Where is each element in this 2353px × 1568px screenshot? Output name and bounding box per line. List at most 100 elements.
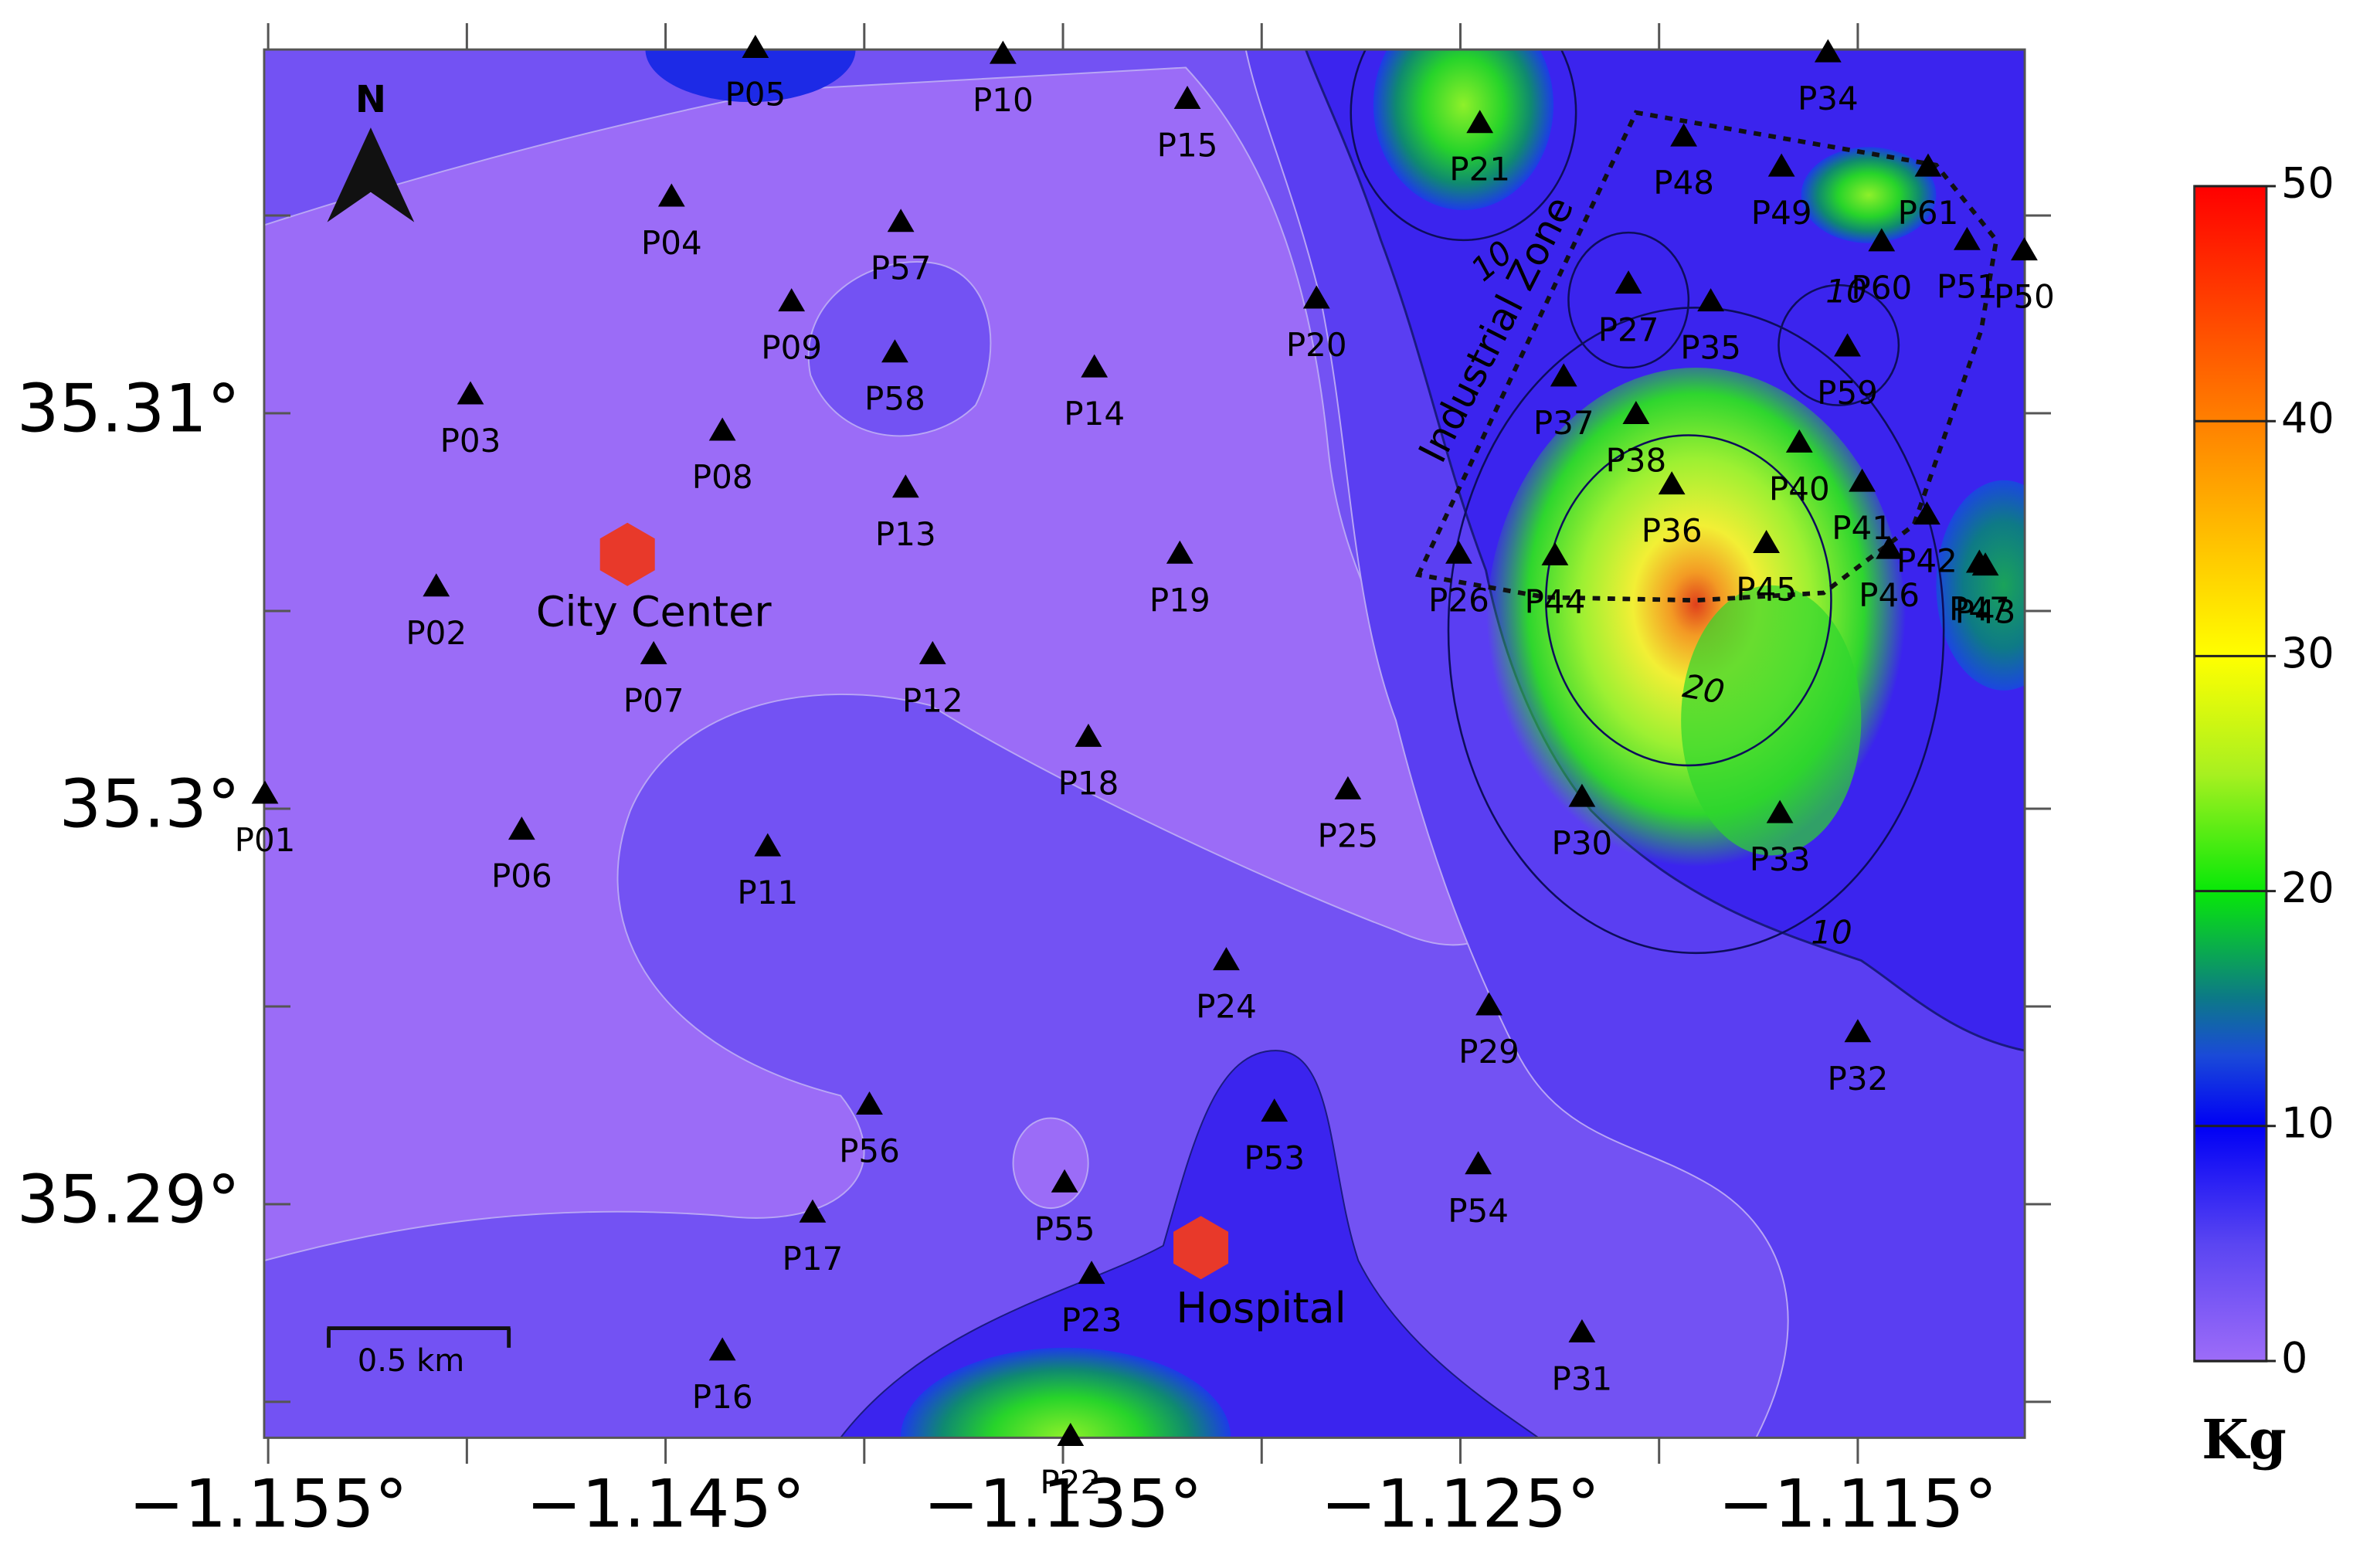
station-marker [708, 1337, 736, 1361]
station-marker [1834, 333, 1861, 357]
station-label: P46 [1859, 576, 1920, 614]
station-marker [1697, 288, 1724, 312]
station-label: P15 [1157, 127, 1218, 165]
station-label: P13 [875, 515, 936, 553]
station-label: P31 [1552, 1359, 1613, 1397]
station-label: P23 [1061, 1302, 1122, 1339]
landmark-label: Hospital [1176, 1284, 1346, 1332]
station-label: P27 [1598, 311, 1659, 349]
station-marker [1844, 1019, 1872, 1043]
colorbar-tick-label: 20 [2281, 864, 2334, 912]
station-marker [1166, 540, 1193, 564]
station-label: P51 [1937, 267, 1998, 305]
station-label: P47 [1949, 590, 2010, 628]
colorbar-tick-label: 30 [2281, 629, 2334, 677]
station-label: P30 [1552, 824, 1613, 862]
station-marker [1057, 1422, 1085, 1446]
station-label: P43 [1955, 593, 2016, 631]
north-label: N [355, 78, 386, 121]
station-label: P12 [902, 681, 963, 719]
station-label: P49 [1751, 194, 1812, 232]
station-label: P01 [235, 821, 296, 859]
station-marker [856, 1091, 883, 1115]
station-marker [1766, 799, 1794, 823]
station-label: P09 [761, 329, 822, 367]
station-label: P40 [1769, 470, 1830, 507]
station-marker [1814, 39, 1842, 63]
station-label: P24 [1196, 988, 1257, 1026]
station-label: P22 [1040, 1463, 1101, 1501]
station-marker [887, 209, 915, 232]
station-label: P16 [692, 1378, 753, 1416]
colorbar-tick-label: 10 [2281, 1098, 2334, 1147]
station-marker [1954, 226, 1981, 250]
landmark-marker [1173, 1216, 1229, 1280]
colorbar-tick-label: 50 [2281, 159, 2334, 208]
station-marker [251, 780, 279, 804]
station-label: P33 [1750, 840, 1811, 878]
station-marker [1081, 354, 1109, 378]
landmark-label: City Center [536, 587, 772, 636]
station-label: P03 [440, 422, 501, 460]
contour-background [263, 48, 2268, 1439]
station-marker [423, 573, 450, 597]
station-marker [799, 1199, 827, 1223]
station-label: P32 [1828, 1060, 1889, 1098]
contour-label: 10 [1811, 914, 1852, 952]
station-label: P26 [1428, 581, 1489, 619]
station-label: P08 [692, 458, 753, 496]
station-label: P54 [1448, 1192, 1509, 1230]
station-marker [881, 339, 908, 363]
colorbar-tick-label: 40 [2281, 394, 2334, 443]
station-marker [742, 34, 769, 58]
station-label: P35 [1680, 329, 1741, 367]
station-label: P41 [1832, 509, 1893, 547]
colorbar-label: Kg [2202, 1407, 2287, 1471]
station-label: P42 [1896, 542, 1957, 580]
station-label: P07 [623, 681, 684, 719]
station-marker [778, 288, 806, 312]
station-marker [1213, 947, 1240, 971]
station-marker [1568, 783, 1596, 807]
x-tick-label: −1.155° [129, 1465, 408, 1543]
x-tick-label: −1.135° [923, 1465, 1202, 1543]
station-label: P25 [1318, 816, 1379, 854]
station-label: P14 [1064, 395, 1125, 433]
station-label: P21 [1449, 151, 1510, 188]
station-marker [1615, 270, 1642, 294]
station-label: P50 [1994, 278, 2055, 316]
station-label: P45 [1736, 570, 1797, 608]
scale-label: 0.5 km [358, 1343, 464, 1379]
station-label: P56 [839, 1132, 900, 1169]
station-marker [1051, 1169, 1078, 1193]
station-label: P60 [1851, 269, 1912, 307]
station-marker [1913, 501, 1940, 525]
station-marker [1541, 541, 1569, 565]
station-label: P11 [737, 874, 798, 911]
station-label: P59 [1817, 374, 1878, 412]
station-marker [640, 640, 667, 664]
station-label: P05 [725, 75, 786, 113]
station-label: P57 [871, 249, 932, 287]
station-label: P34 [1798, 80, 1859, 117]
station-marker [1475, 992, 1502, 1016]
station-label: P19 [1149, 581, 1210, 619]
station-marker [1173, 86, 1201, 110]
station-marker [1753, 529, 1781, 553]
y-tick-label: 35.31° [17, 370, 240, 447]
station-marker [1075, 723, 1102, 747]
station-label: P06 [491, 857, 552, 895]
station-marker [708, 417, 736, 441]
y-tick-label: 35.29° [17, 1161, 240, 1238]
x-tick-label: −1.125° [1321, 1465, 1600, 1543]
station-label: P04 [641, 224, 702, 262]
station-marker [1868, 228, 1896, 252]
station-marker [1465, 1151, 1492, 1175]
station-marker [2011, 237, 2038, 261]
station-marker [1965, 549, 1993, 573]
station-marker [1078, 1261, 1105, 1285]
station-marker [1849, 468, 1876, 492]
station-label: P61 [1898, 194, 1959, 232]
station-label: P10 [973, 81, 1034, 119]
